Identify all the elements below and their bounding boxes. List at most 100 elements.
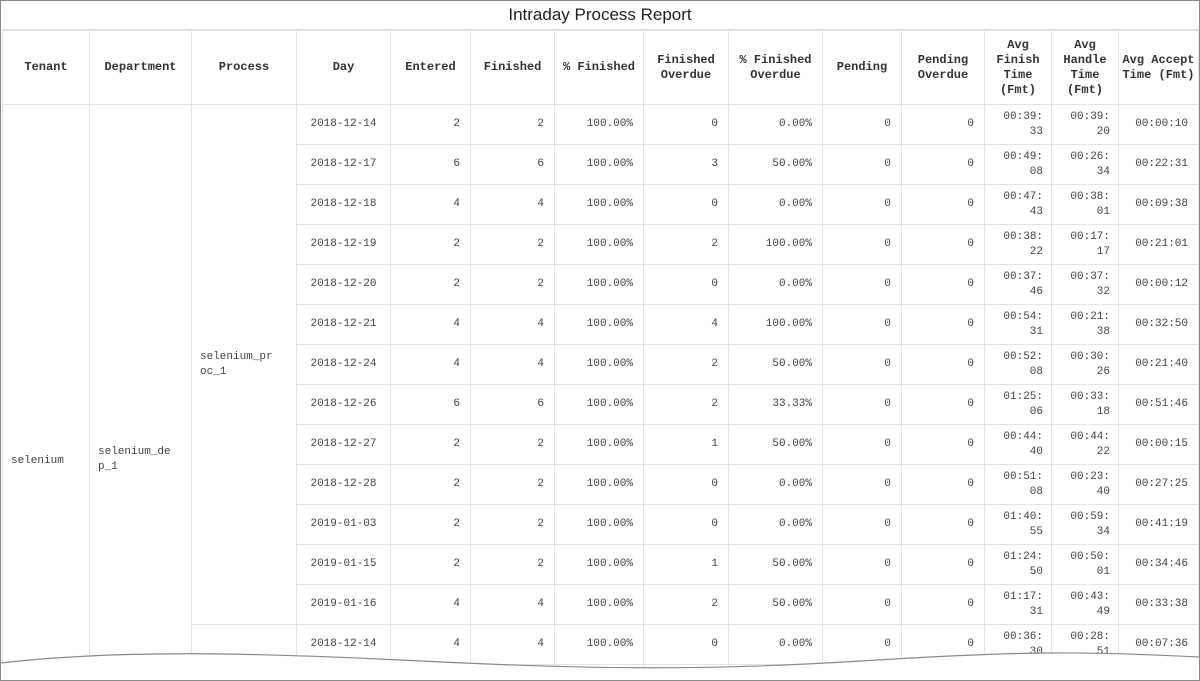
table-cell: 2 [470,464,555,505]
column-header: Avg Accept Time (Fmt) [1118,30,1199,105]
data-row: 2019-01-15 2 2 100.00% 1 50.00% 0 0 01:24:50 00:5… [3,544,1199,585]
table-cell: 2 [470,424,555,465]
data-row: 2018-12-21 4 4 100.00% 4 100.00% 0 0 00:54:31 00:… [3,304,1199,345]
table-cell: 00:47:43 [984,184,1052,225]
table-cell: 100.00% [554,584,644,625]
table-cell: 00:51:46 [1118,384,1199,425]
table-cell: 2 [390,264,471,305]
table-cell: 2019-01-16 [296,584,391,625]
data-row: 2018-12-20 2 2 100.00% 0 0.00% 0 0 00:37:46 00:37… [3,264,1199,305]
table-cell: 100.00% [728,304,823,345]
process-cell: selenium_proc_1 [191,104,297,625]
table-cell: 0 [822,304,902,345]
table-cell: 2019-01-15 [296,544,391,585]
table-cell: 100.00% [728,224,823,265]
table-cell: 2 [643,224,729,265]
table-cell: 0 [822,144,902,185]
table-cell: 00:33:38 [1118,584,1199,625]
table-cell: 100.00% [554,624,644,665]
table-cell: 00:00:10 [1118,104,1199,145]
table-cell: 0 [643,184,729,225]
table-cell: 0 [822,344,902,385]
table-cell: 2 [390,544,471,585]
table-body: selenium selenium_dep_1 selenium_proc_1 201… [2,104,1199,680]
table-cell: 2018-12-17 [296,144,391,185]
table-cell: 0 [901,264,985,305]
table-cell: 0 [822,264,902,305]
table-cell: 0 [901,184,985,225]
table-cell: 0 [901,504,985,545]
table-cell: 00:38:22 [984,224,1052,265]
table-cell: 2018-12-26 [296,384,391,425]
table-cell: 00:43:49 [1051,584,1119,625]
table-cell: 0 [901,144,985,185]
data-row: 2018-12-27 2 2 100.00% 1 50.00% 0 0 00:44:40 00:4… [3,424,1199,465]
data-row: 2018-12-19 2 2 100.00% 2 100.00% 0 0 00:38:22 00:… [3,224,1199,265]
table-cell: 6 [470,384,555,425]
table-cell: 1 [643,544,729,585]
table-cell: 50.00% [728,544,823,585]
table-cell: 4 [390,304,471,345]
torn-edge [1,652,1199,680]
table-cell: 50.00% [728,584,823,625]
table-cell: 2 [390,504,471,545]
data-row: 2018-12-26 6 6 100.00% 2 33.33% 0 0 01:25:06 00:3… [3,384,1199,425]
table-cell: 0 [643,104,729,145]
table-cell: 100.00% [554,184,644,225]
data-row: selenium selenium_dep_1 selenium_proc_1 201… [2,104,1199,680]
table-cell: 4 [390,584,471,625]
table-cell: 00:26:34 [1051,144,1119,185]
table-cell: 2 [470,264,555,305]
table-cell: 2018-12-28 [296,464,391,505]
table-cell: 00:41:19 [1118,504,1199,545]
table-cell: 50.00% [728,344,823,385]
table-cell: 100.00% [554,304,644,345]
table-cell: 1 [643,424,729,465]
table-cell: 00:21:01 [1118,224,1199,265]
table-cell: 100.00% [554,144,644,185]
column-header: Finished Overdue [643,30,729,105]
table-cell: 00:37:32 [1051,264,1119,305]
table-cell: 4 [470,184,555,225]
table-cell: 2 [643,384,729,425]
table-cell: 2 [643,584,729,625]
table-cell: 2 [390,424,471,465]
table-cell: 0 [643,464,729,505]
table-cell: 33.33% [728,384,823,425]
table-cell: 00:17:17 [1051,224,1119,265]
table-cell: 00:00:15 [1118,424,1199,465]
table-cell: 0 [901,464,985,505]
table-cell: 2018-12-21 [296,304,391,345]
table-cell: 0.00% [728,504,823,545]
table-cell: 2018-12-24 [296,344,391,385]
table-cell: 00:32:50 [1118,304,1199,345]
data-row: 2018-12-18 4 4 100.00% 0 0.00% 0 0 00:47:43 00:38… [3,184,1199,225]
table-cell: 100.00% [554,104,644,145]
column-header: Entered [390,30,471,105]
table-cell: 0.00% [728,184,823,225]
table-cell: 6 [470,144,555,185]
table-cell: 2 [470,504,555,545]
table-cell: 4 [390,184,471,225]
column-header: Tenant [2,30,90,105]
column-header: Pending [822,30,902,105]
table-cell: 2 [390,224,471,265]
table-cell: 00:30:26 [1051,344,1119,385]
table-cell: 0 [822,384,902,425]
table-cell: 2018-12-27 [296,424,391,465]
table-cell: 0 [822,424,902,465]
tenant-cell: selenium [2,104,90,680]
table-cell: 01:25:06 [984,384,1052,425]
table-cell: 0 [643,504,729,545]
table-cell: 100.00% [554,424,644,465]
table-cell: 00:39:33 [984,104,1052,145]
table-cell: 2018-12-19 [296,224,391,265]
table-cell: 00:21:38 [1051,304,1119,345]
table-cell: 0 [822,504,902,545]
table-cell: 0 [901,384,985,425]
table-cell: 00:21:40 [1118,344,1199,385]
table-cell: 100.00% [554,504,644,545]
table-cell: 00:37:46 [984,264,1052,305]
data-row: 2018-12-24 4 4 100.00% 2 50.00% 0 0 00:52:08 00:3… [3,344,1199,385]
table-cell: 2018-12-14 [296,104,391,145]
